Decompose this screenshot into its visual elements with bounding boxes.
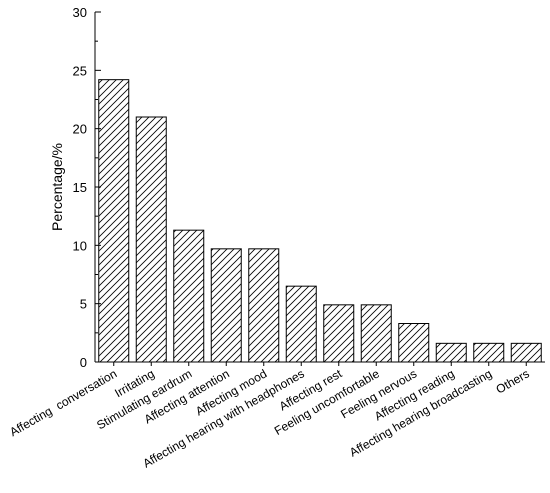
- bar: [398, 323, 430, 363]
- bar: [435, 342, 467, 363]
- y-tick-label: 25: [73, 63, 87, 78]
- bar: [473, 342, 505, 363]
- bar: [510, 342, 542, 363]
- bar: [285, 285, 317, 363]
- y-axis-title: Percentage/%: [49, 143, 65, 231]
- y-tick-label: 10: [73, 238, 87, 253]
- bar: [210, 248, 242, 363]
- x-category-label: Others: [494, 366, 532, 396]
- category-labels: Affecting conversationIrritatingStimulat…: [7, 366, 531, 470]
- bar: [135, 116, 167, 363]
- y-tick-label: 30: [73, 5, 87, 20]
- y-tick-label: 20: [73, 122, 87, 137]
- bar: [360, 304, 392, 363]
- bar: [323, 304, 355, 363]
- bar: [173, 229, 205, 363]
- bar: [98, 79, 130, 363]
- bars: [98, 79, 542, 366]
- y-tick-label: 5: [80, 297, 87, 312]
- y-ticks: 0 5 10 15 20 25 30: [73, 5, 101, 370]
- y-tick-label: 0: [80, 355, 87, 370]
- bar: [248, 248, 280, 363]
- y-tick-label: 15: [73, 180, 87, 195]
